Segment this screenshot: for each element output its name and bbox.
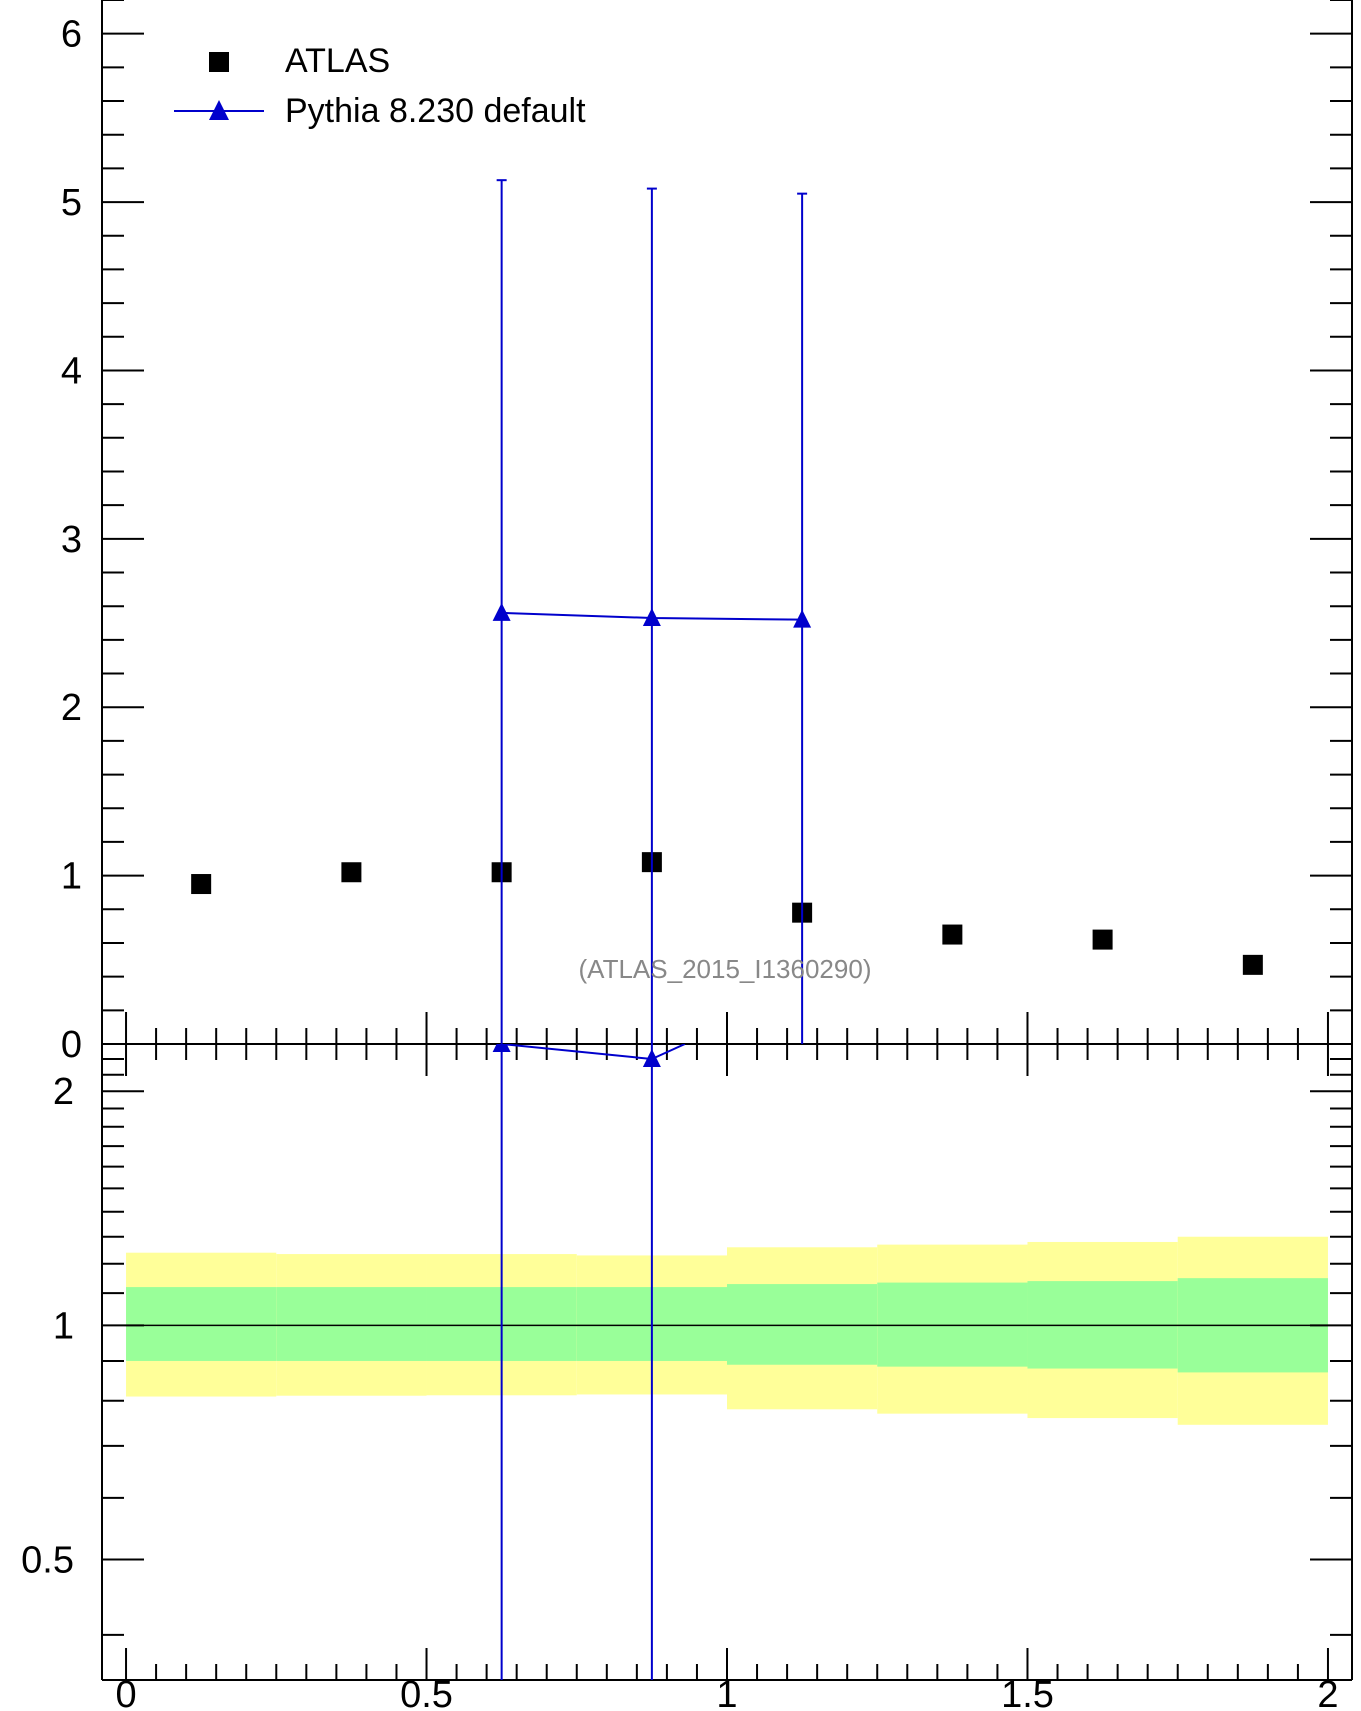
ratio-inner-band-1 (276, 1287, 427, 1361)
main-y-tick-label: 0 (61, 1024, 82, 1066)
ratio-y-tick-label: 2 (53, 1071, 74, 1113)
main-plot-series (191, 179, 1263, 1044)
main-y-tick-label: 3 (61, 519, 82, 561)
ratio-inner-band-4 (727, 1284, 878, 1365)
ratio-y-tick-label: 1 (53, 1305, 74, 1347)
main-y-axis: 0 1 2 3 4 5 6 (61, 0, 1352, 1066)
atlas-data-point (1092, 929, 1113, 950)
ratio-pythia-data-point (492, 1044, 511, 1052)
atlas-data-point (942, 924, 963, 945)
x-tick-label: 0 (115, 1674, 136, 1711)
atlas-data-point (341, 862, 362, 883)
pythia-data-point (793, 609, 812, 628)
legend-pythia-marker (209, 100, 229, 120)
ratio-plot-series (492, 1044, 686, 1680)
legend-atlas-marker (209, 52, 229, 72)
legend-pythia-label: Pythia 8.230 default (285, 92, 586, 130)
ratio-y-axis: 0.5 1 2 (21, 1058, 1352, 1636)
main-y-tick-label: 4 (61, 350, 82, 392)
x-tick-label: 1.5 (1001, 1674, 1054, 1711)
atlas-data-point (191, 874, 212, 895)
pythia-data-point (492, 602, 511, 621)
x-tick-label: 0.5 (400, 1674, 453, 1711)
atlas-data-point (1242, 954, 1263, 975)
ratio-pythia-data-point (642, 1049, 661, 1068)
ratio-inner-band-5 (877, 1282, 1028, 1367)
x-tick-label: 2 (1317, 1674, 1338, 1711)
ratio-inner-band-0 (126, 1287, 277, 1361)
legend: ATLAS Pythia 8.230 default (174, 42, 586, 130)
x-tick-label: 1 (716, 1674, 737, 1711)
main-y-tick-label: 2 (61, 687, 82, 729)
ratio-pythia-line (501, 1044, 652, 1061)
legend-atlas-label: ATLAS (285, 42, 390, 80)
analysis-watermark: (ATLAS_2015_I1360290) (579, 954, 872, 984)
pythia-data-point (642, 607, 661, 626)
main-y-tick-label: 6 (61, 14, 82, 56)
main-y-tick-label: 1 (61, 856, 82, 898)
main-panel-frame (101, 0, 1353, 1044)
ratio-y-tick-label: 0.5 (21, 1540, 74, 1582)
main-y-tick-label: 5 (61, 182, 82, 224)
ratio-pythia-line-continuation (651, 1044, 686, 1060)
